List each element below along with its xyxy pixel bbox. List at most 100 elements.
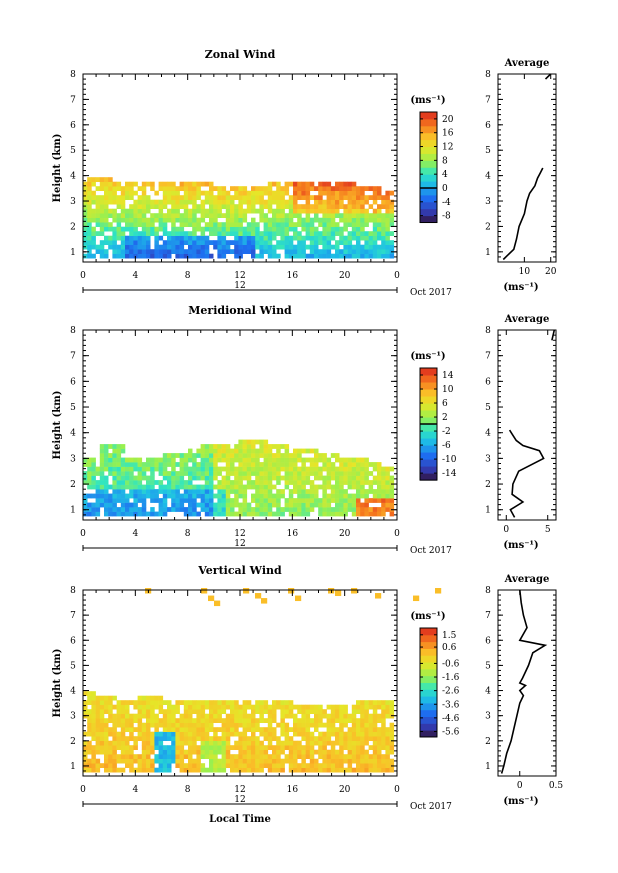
colorbar-tick: 2 [442,413,448,423]
colorbar-segment [420,702,437,711]
average-x-tick: 0 [517,781,523,791]
colorbar-tick: 0.6 [442,643,457,653]
colorbar-tick: -14 [442,469,457,479]
panel-title: Zonal Wind [205,48,276,61]
x-tick-label: 4 [132,271,138,281]
colorbar-segment [420,716,437,724]
colorbar-segment [420,466,437,474]
colorbar-tick: 1.5 [442,631,457,641]
colorbar-segment [420,194,437,203]
y-tick-label: 4 [70,172,76,182]
x-tick-label: 0 [80,529,86,539]
colorbar-segment [420,403,437,411]
colorbar-segment [420,125,437,134]
y-tick-label: 6 [70,636,76,646]
colorbar-segment [420,709,437,718]
month-label: Oct 2017 [410,802,452,812]
y-tick-label: 1 [70,506,76,516]
colorbar-segment [420,160,437,168]
average-y-tick: 4 [485,172,491,182]
colorbar-tick: -4 [442,198,451,208]
y-axis-label: Height (km) [52,391,63,460]
x-tick-label: 4 [132,785,138,795]
average-frame [497,73,557,263]
colorbar-segment [420,438,437,446]
x-tick-label: 12 [234,271,245,281]
colorbar-segment [420,431,437,439]
colorbar-frame [419,111,438,224]
colorbar-segment [420,445,437,453]
colorbar-tick: 14 [442,371,454,381]
panel-title: Meridional Wind [188,304,292,317]
y-tick-label: 3 [70,197,76,207]
heatmap-cells [83,177,395,259]
colorbar-segment [420,452,437,460]
colorbar-tick: -6 [442,441,451,451]
y-tick-label: 6 [70,121,76,131]
colorbar-tick: -2 [442,427,451,437]
colorbar-segment [420,459,437,467]
x-tick-label: 16 [287,271,299,281]
colorbar-unit: (ms⁻¹) [410,351,445,362]
colorbar-segment [420,139,437,148]
x-tick-label: 8 [185,785,191,795]
colorbar-tick: 6 [442,399,448,409]
average-title: Average [504,314,550,325]
colorbar-tick: -1.6 [442,673,460,683]
x-tick-label: 0 [394,271,400,281]
y-axis-label: Height (km) [52,649,63,718]
colorbar-segment [420,181,437,189]
colorbar-segment [420,368,437,376]
colorbar-segment [420,118,437,127]
average-y-tick: 5 [485,146,491,156]
colorbar-segment [420,146,437,154]
average-frame [497,329,557,521]
y-axis-label: Height (km) [52,134,63,203]
average-y-tick: 7 [485,95,491,105]
x-tick-label: 20 [339,529,351,539]
colorbar-unit: (ms⁻¹) [410,95,445,106]
average-profile-upper-line [551,329,556,341]
colorbar-segment [420,201,437,210]
average-y-tick: 8 [485,586,491,596]
average-y-tick: 3 [485,197,491,207]
heatmap-cells [83,588,442,773]
average-y-tick: 4 [485,429,491,439]
average-y-tick: 8 [485,326,491,336]
x-tick-label: 12 [234,785,245,795]
x-tick-label: 20 [339,271,351,281]
average-y-tick: 8 [485,70,491,80]
y-tick-label: 8 [70,70,76,80]
average-x-tick: 20 [545,267,557,277]
average-x-tick: 0.5 [549,781,564,791]
average-y-tick: 5 [485,403,491,413]
y-tick-label: 1 [70,762,76,772]
colorbar-segment [420,723,437,731]
y-tick-label: 2 [70,737,76,747]
y-tick-label: 3 [70,454,76,464]
panel-title: Vertical Wind [197,564,282,577]
average-title: Average [504,58,550,69]
colorbar-tick: -8 [442,212,451,222]
colorbar-segment [420,375,437,383]
colorbar-segment [420,655,437,663]
y-tick-label: 2 [70,222,76,232]
colorbar-tick: 10 [442,385,454,395]
average-y-tick: 6 [485,121,491,131]
colorbar-segment [420,634,437,643]
average-y-tick: 1 [485,762,491,772]
colorbar-tick: -2.6 [442,687,460,697]
colorbar-segment [420,389,437,397]
colorbar-tick: 12 [442,143,453,153]
colorbar-frame [419,627,438,738]
y-tick-label: 2 [70,480,76,490]
average-profile-line [502,167,544,261]
colorbar-segment [420,153,437,161]
average-y-tick: 7 [485,352,491,362]
colorbar-segment [420,641,437,649]
colorbar-segment [420,628,437,636]
colorbar-tick: -10 [442,455,457,465]
